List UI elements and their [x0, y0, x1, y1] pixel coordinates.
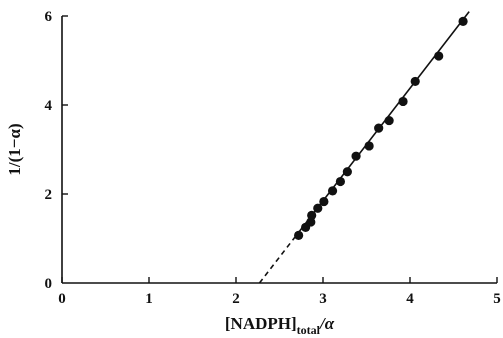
x-tick-label: 3 [319, 291, 327, 307]
data-point [328, 186, 337, 195]
data-point [411, 77, 420, 86]
data-point [365, 141, 374, 150]
x-axis-title-subscript: total [297, 323, 321, 337]
data-point [343, 167, 352, 176]
y-tick-label: 2 [45, 187, 53, 203]
data-point [385, 116, 394, 125]
data-point [374, 124, 383, 133]
plot-area: 0 1 2 3 4 5 2 4 6 0 [45, 9, 501, 307]
x-tick-label: 5 [493, 291, 501, 307]
y-tick-label: 4 [45, 98, 53, 114]
extrapolation-line [259, 240, 292, 283]
x-tick-label: 2 [232, 291, 240, 307]
y-axis-title: 1/(1−α) [5, 123, 24, 175]
x-tick-label: 1 [145, 291, 153, 307]
data-point [307, 211, 316, 220]
data-point [319, 197, 328, 206]
y-tick-label: 0 [45, 276, 53, 292]
data-point [351, 152, 360, 161]
x-axis-title: [NADPH]total/α [225, 314, 335, 337]
data-points [294, 17, 468, 240]
data-point [434, 51, 443, 60]
y-tick-label: 6 [45, 9, 53, 25]
x-ticks: 0 1 2 3 4 5 [58, 277, 501, 307]
data-point [458, 17, 467, 26]
x-axis-title-main: [NADPH] [225, 314, 297, 333]
x-tick-label: 4 [406, 291, 414, 307]
y-ticks: 2 4 6 0 [45, 9, 69, 292]
data-point [336, 177, 345, 186]
data-point [398, 97, 407, 106]
x-tick-label: 0 [58, 291, 66, 307]
x-axis-title-tail: /α [318, 314, 335, 333]
data-point [294, 231, 303, 240]
